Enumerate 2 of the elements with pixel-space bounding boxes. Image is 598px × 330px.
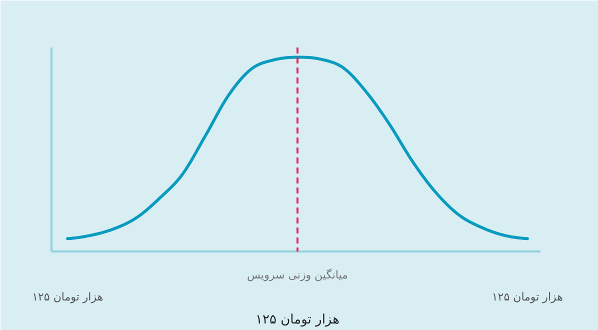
x-tick-label: میانگین وزنی سرویس — [247, 268, 348, 282]
text: ۱۲۵ هزار تومان — [256, 312, 340, 328]
